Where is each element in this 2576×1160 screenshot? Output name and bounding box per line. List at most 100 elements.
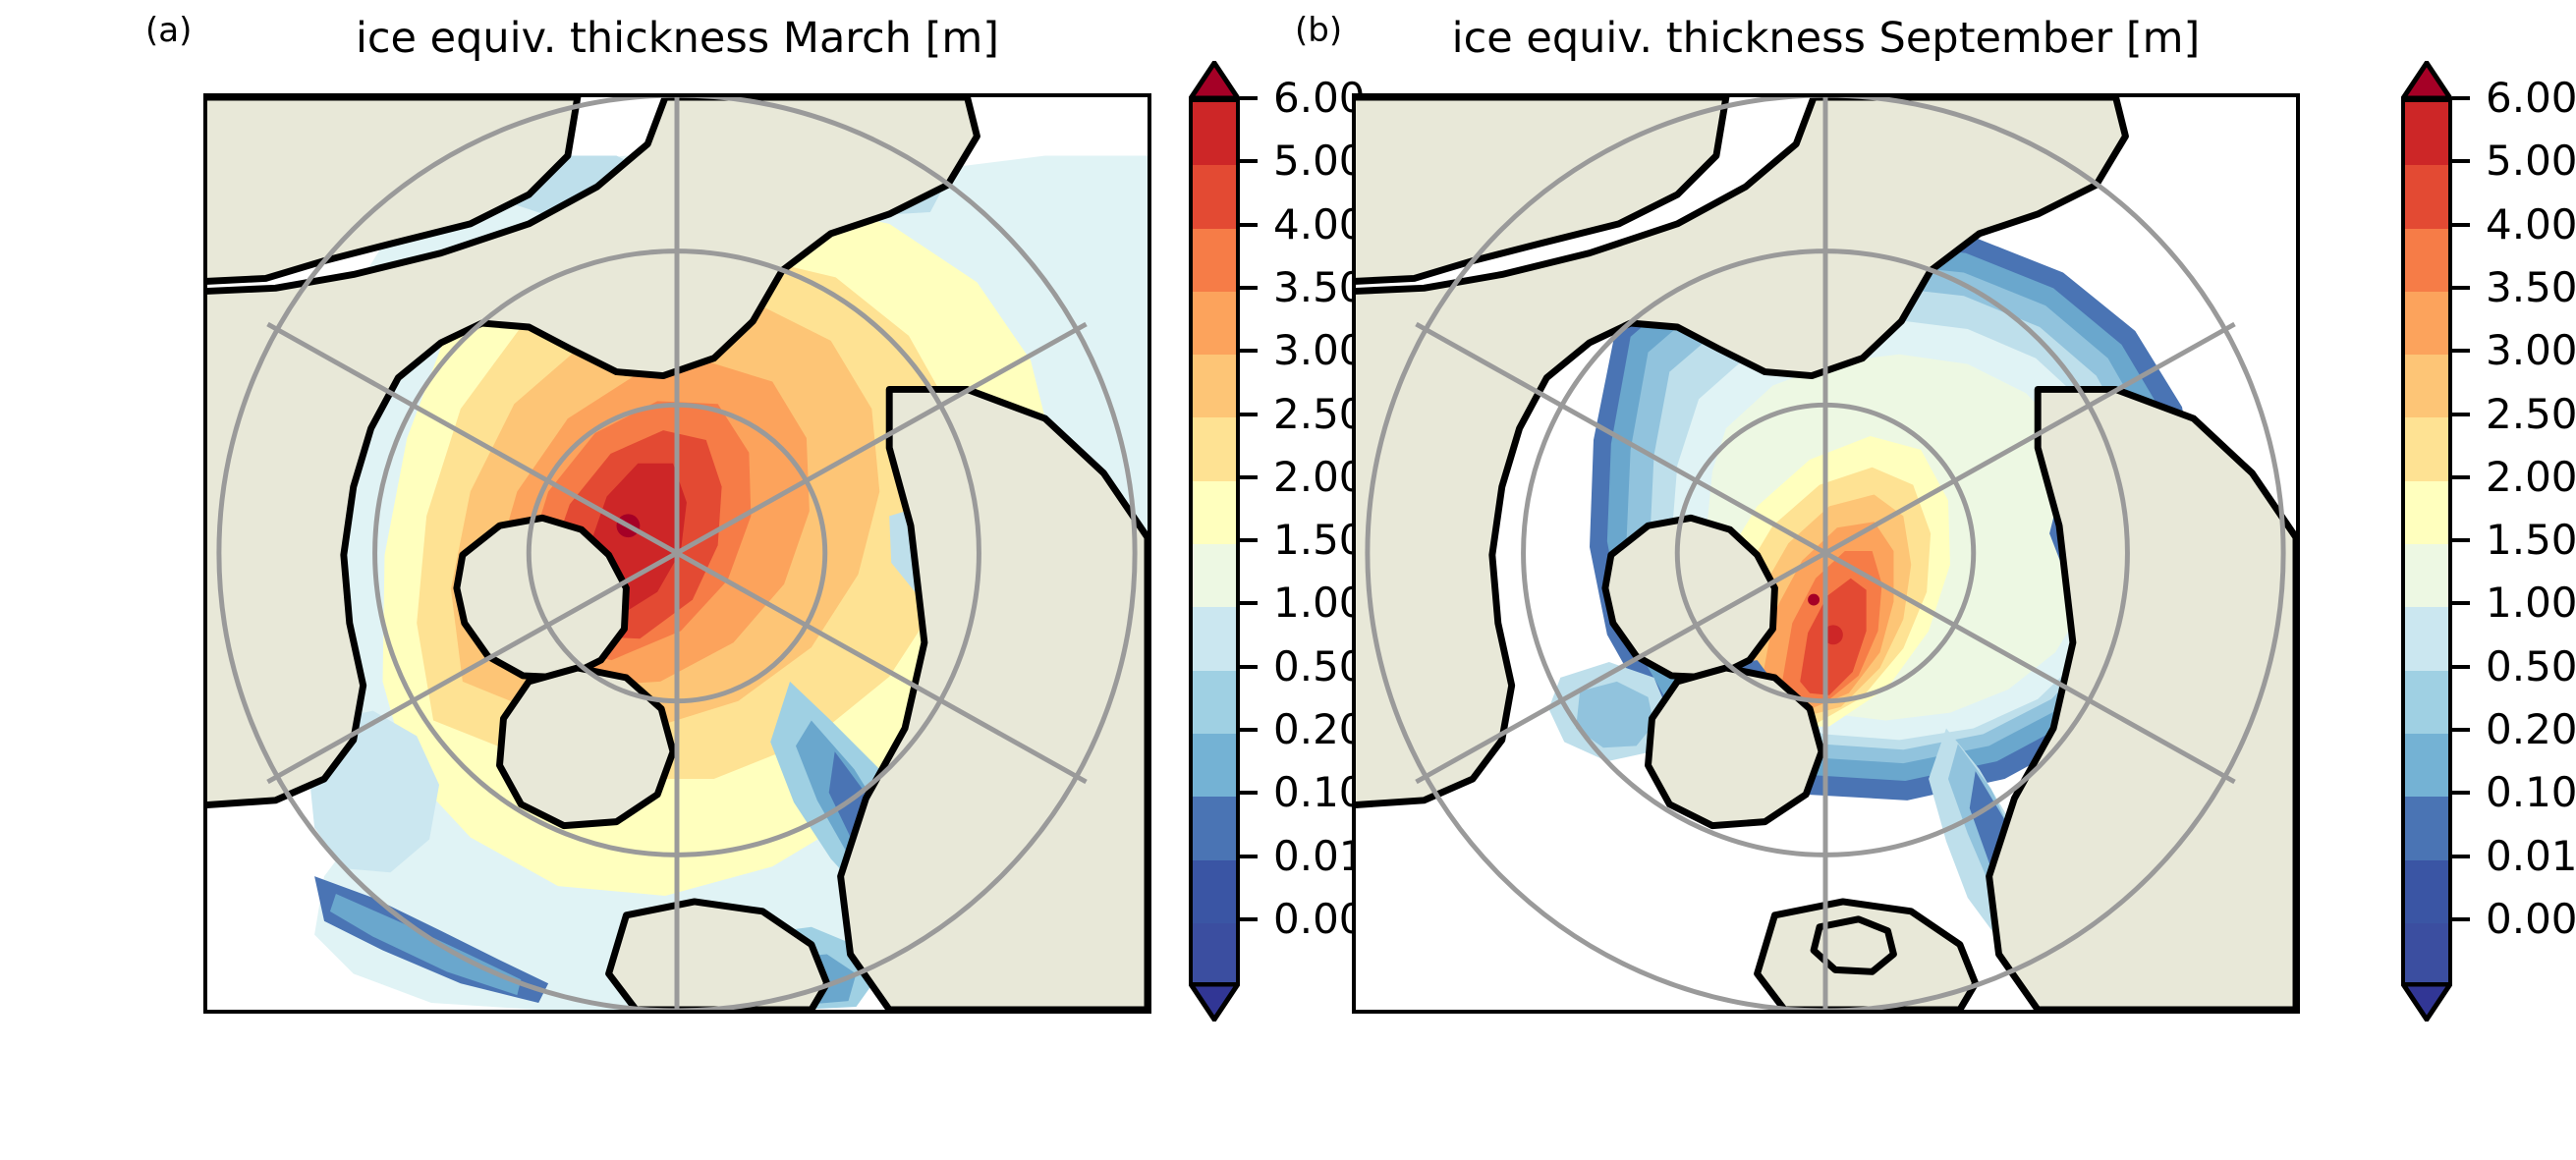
tick-dash	[1240, 538, 1258, 543]
map-a-frame[interactable]	[203, 93, 1151, 1014]
cbar-a-seg-0.5-1.0	[1193, 607, 1236, 671]
cbar-a-tick-label: 1.50	[1273, 516, 1366, 565]
land-greenland-a	[496, 664, 677, 830]
land-b	[1356, 97, 2296, 1010]
cbar-b-seg-2.0-2.5	[2405, 417, 2448, 481]
cbar-a-seg-0.0-0.01	[1193, 859, 1236, 923]
cbar-b-seg-1.0-1.5	[2405, 544, 2448, 608]
cbar-a-tick-label: 0.50	[1273, 641, 1366, 690]
cbar-b-tick-label: 3.50	[2486, 262, 2576, 311]
tick-dash	[2452, 96, 2470, 100]
colorbar-b-under-cap	[2401, 982, 2452, 1022]
tick-dash	[1240, 916, 1258, 921]
cbar-b-tick-label: 3.00	[2486, 326, 2576, 375]
cbar-a-tick-label: 0.20	[1273, 705, 1366, 753]
cbar-b-tick-label: 0.00	[2486, 894, 2576, 943]
cbar-a-seg-1.5-2.0	[1193, 480, 1236, 545]
colorbar-a[interactable]: 6.00 5.00 4.00 3.50 3.00	[1189, 61, 1366, 1022]
tick-dash	[1240, 412, 1258, 416]
cbar-a-seg-2.5-3.0	[1193, 355, 1236, 418]
land-eurasia-a	[207, 97, 980, 808]
cbar-a-tick-label: 3.50	[1273, 262, 1366, 311]
map-a-canvas	[207, 97, 1148, 1010]
tick-dash	[2452, 349, 2470, 354]
cbar-a-seg-below-0	[1193, 922, 1236, 987]
ice-max-pocket-b	[1823, 625, 1843, 645]
land-arctic-canada-nw-a	[207, 97, 582, 285]
cbar-a-tick-label: 0.10	[1273, 768, 1366, 817]
panel-b: (b) ice equiv. thickness September [m]	[1288, 0, 2576, 1160]
cbar-a-tick-label: 2.50	[1273, 389, 1366, 438]
cbar-a-tick-label: 3.00	[1273, 326, 1366, 375]
cbar-a-tick-label: 2.00	[1273, 452, 1366, 501]
colorbar-a-body	[1189, 98, 1240, 987]
cbar-a-seg-3.0-3.5	[1193, 291, 1236, 356]
cbar-b-tick-label: 0.50	[2486, 641, 2576, 690]
cbar-b-tick-label: 6.00	[2486, 74, 2576, 122]
cbar-b-tick-label: 0.20	[2486, 705, 2576, 753]
colorbar-a-under-cap	[1189, 982, 1240, 1022]
tick-dash	[2452, 159, 2470, 164]
panel-a: (a) ice equiv. thickness March [m]	[145, 14, 1366, 1022]
cbar-b-seg-5.0-6.0	[2405, 102, 2448, 166]
cbar-a-seg-0.2-0.5	[1193, 670, 1236, 734]
map-b-svg	[1356, 97, 2296, 1010]
land-greenland-b	[1645, 664, 1825, 830]
tick-dash	[1240, 601, 1258, 606]
cbar-b-seg-0.5-1.0	[2405, 607, 2448, 671]
cbar-a-seg-0.1-0.2	[1193, 733, 1236, 798]
tick-dash	[2452, 728, 2470, 732]
cbar-b-seg-3.0-3.5	[2405, 291, 2448, 356]
cbar-b-seg-0.1-0.2	[2405, 733, 2448, 798]
cbar-a-seg-1.0-1.5	[1193, 544, 1236, 608]
map-b-canvas	[1356, 97, 2296, 1010]
colorbar-b-ticks: 6.00 5.00 4.00 3.50 3.00	[2452, 75, 2576, 982]
panel-b-label: (b)	[1295, 11, 1343, 50]
cbar-b-seg-0.0-0.01	[2405, 859, 2448, 923]
colorbar-b-over-cap	[2401, 61, 2452, 100]
tick-dash	[2452, 601, 2470, 606]
cbar-b-seg-3.5-4.0	[2405, 228, 2448, 292]
tick-dash	[1240, 349, 1258, 354]
cbar-a-seg-4.0-5.0	[1193, 165, 1236, 229]
cbar-a-tick-label: 0.00	[1273, 894, 1366, 943]
land-caa-a	[453, 514, 630, 682]
cbar-a-tick-label: 5.00	[1273, 137, 1366, 186]
cbar-b-seg-0.01-0.1	[2405, 797, 2448, 860]
cbar-b-seg-below-0	[2405, 922, 2448, 987]
tick-dash	[1240, 728, 1258, 732]
map-b-frame[interactable]	[1352, 93, 2300, 1014]
colorbar-b[interactable]: 6.00 5.00 4.00 3.50 3.00	[2401, 61, 2576, 1022]
cbar-b-tick-label: 1.00	[2486, 579, 2576, 628]
cbar-a-tick-label: 1.00	[1273, 579, 1366, 628]
cbar-b-seg-1.5-2.0	[2405, 480, 2448, 545]
land-siberia-a	[837, 385, 1148, 1010]
tick-dash	[2452, 916, 2470, 921]
cbar-b-tick-label: 1.50	[2486, 516, 2576, 565]
tick-dash	[1240, 791, 1258, 796]
tick-dash	[2452, 791, 2470, 796]
graticule-a	[216, 97, 1138, 1010]
cbar-b-tick-label: 0.10	[2486, 768, 2576, 817]
land-a	[207, 97, 1148, 1010]
land-siberia-b	[1986, 385, 2296, 1010]
tick-dash	[1240, 96, 1258, 100]
cbar-b-seg-2.5-3.0	[2405, 355, 2448, 418]
cbar-b-seg-4.0-5.0	[2405, 165, 2448, 229]
cbar-a-seg-3.5-4.0	[1193, 228, 1236, 292]
cbar-a-seg-2.0-2.5	[1193, 417, 1236, 481]
cbar-b-tick-label: 2.50	[2486, 389, 2576, 438]
tick-dash	[1240, 285, 1258, 290]
tick-dash	[1240, 159, 1258, 164]
cbar-a-tick-label: 0.01	[1273, 831, 1366, 880]
panel-a-title: ice equiv. thickness March [m]	[355, 14, 1000, 63]
colorbar-a-ticks: 6.00 5.00 4.00 3.50 3.00	[1240, 75, 1495, 982]
colorbar-a-over-cap	[1189, 61, 1240, 100]
tick-dash	[2452, 538, 2470, 543]
cbar-b-tick-label: 2.00	[2486, 452, 2576, 501]
graticule-b	[1365, 97, 2286, 1010]
cbar-b-tick-label: 5.00	[2486, 137, 2576, 186]
land-iceland-b	[1810, 915, 1897, 975]
tick-dash	[2452, 664, 2470, 669]
